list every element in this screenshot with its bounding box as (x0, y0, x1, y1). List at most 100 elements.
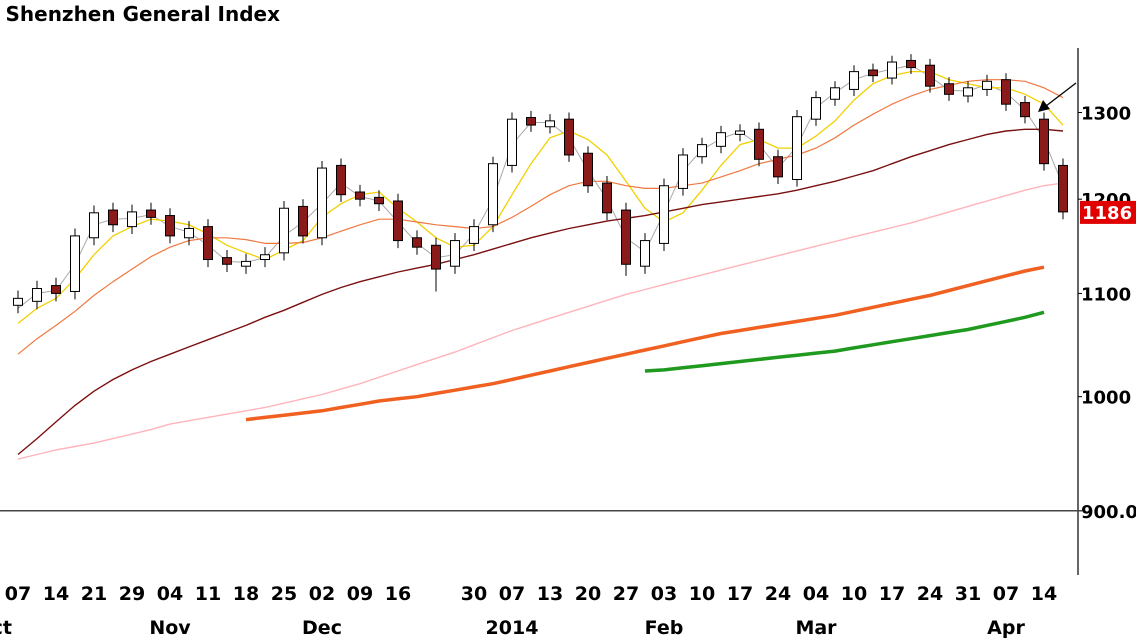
last-price-box (1080, 200, 1136, 224)
moving-average-line (644, 310, 1045, 373)
candle-body (1001, 79, 1011, 105)
candle-body (944, 83, 954, 95)
candle-body (450, 240, 460, 267)
candle-body (184, 227, 194, 239)
candle-body (146, 209, 156, 218)
candle-body (963, 87, 973, 97)
candle-body (868, 69, 878, 77)
candle-body (925, 64, 935, 87)
x-group-label: Dec (302, 617, 342, 639)
x-tick-label: 16 (385, 583, 411, 605)
candle-body (13, 297, 23, 306)
x-tick-label: 24 (917, 583, 943, 605)
candle-body (887, 61, 897, 79)
candle-body (754, 128, 764, 160)
x-tick-label: 21 (81, 583, 107, 605)
x-group-label: Nov (149, 617, 191, 639)
candle-body (659, 185, 669, 244)
arrow-head (1038, 100, 1050, 112)
candle-body (298, 205, 308, 237)
candle-body (336, 164, 346, 196)
candle-body (583, 152, 593, 187)
x-tick-label: 17 (727, 583, 753, 605)
candle-body (51, 285, 61, 294)
candle-body (507, 118, 517, 166)
candle-body (735, 130, 745, 135)
moving-average-line (17, 79, 1064, 355)
candle-body (811, 97, 821, 120)
candle-body (317, 167, 327, 239)
x-tick-label: 03 (651, 583, 677, 605)
candle-body (355, 191, 365, 200)
x-tick-label: 09 (347, 583, 373, 605)
x-tick-label: 31 (955, 583, 981, 605)
x-tick-label: 02 (309, 583, 335, 605)
candle-body (906, 59, 916, 69)
candle-body (488, 163, 498, 226)
moving-average-line (245, 265, 1045, 422)
candle-body (127, 211, 137, 228)
x-tick-label: 11 (195, 583, 221, 605)
x-tick-label: 04 (803, 583, 829, 605)
y-tick-label: 900.0 (1081, 502, 1136, 523)
candle-body (1039, 118, 1049, 165)
moving-average-line (17, 128, 1064, 456)
annotation-arrow (1038, 82, 1077, 112)
candle-body (564, 118, 574, 156)
candle-body (773, 156, 783, 178)
candle-body (1020, 102, 1030, 118)
candle-body (469, 226, 479, 244)
moving-average-line (17, 182, 1064, 460)
last-price-label: 1186 (1082, 203, 1132, 224)
candle-body (260, 254, 270, 261)
candle-body (640, 240, 650, 267)
x-tick-label: 07 (499, 583, 525, 605)
x-tick-label: 07 (5, 583, 31, 605)
candle-body (108, 209, 118, 226)
candle-body (32, 288, 42, 302)
x-group-label: Oct (0, 617, 12, 639)
chart-title: Shenzhen General Index (5, 2, 280, 26)
x-tick-label: 04 (157, 583, 183, 605)
x-group-label: Apr (987, 617, 1025, 639)
candle-body (602, 182, 612, 214)
x-tick-label: 14 (43, 583, 69, 605)
x-tick-label: 20 (575, 583, 601, 605)
candle-body (621, 209, 631, 265)
candle-body (374, 196, 384, 205)
candle-body (1058, 164, 1068, 213)
candle-body (716, 132, 726, 147)
candle-body (792, 116, 802, 181)
candle-body (526, 117, 536, 126)
moving-average-line (17, 64, 1064, 309)
x-group-label: Mar (795, 617, 837, 639)
arrow-shaft (1045, 82, 1077, 107)
y-tick-label: 1100 (1081, 284, 1131, 305)
candle-body (70, 235, 80, 292)
moving-average-line (17, 70, 1064, 324)
candle-body (830, 87, 840, 100)
x-tick-label: 07 (993, 583, 1019, 605)
x-tick-label: 29 (119, 583, 145, 605)
candle-body (412, 237, 422, 248)
x-tick-label: 25 (271, 583, 297, 605)
x-tick-label: 10 (689, 583, 715, 605)
x-tick-label: 10 (841, 583, 867, 605)
x-group-label: 2014 (486, 617, 539, 639)
candle-body (545, 120, 555, 128)
x-tick-label: 17 (879, 583, 905, 605)
candle-body (849, 71, 859, 90)
candle-body (89, 212, 99, 239)
y-tick-label: 1000 (1081, 388, 1131, 409)
candle-body (697, 144, 707, 158)
x-tick-label: 24 (765, 583, 791, 605)
y-tick-label: 1300 (1081, 103, 1131, 124)
candle-body (165, 215, 175, 237)
candle-body (279, 207, 289, 254)
candle-body (678, 154, 688, 189)
candle-body (393, 200, 403, 242)
x-tick-label: 13 (537, 583, 563, 605)
candle-body (241, 260, 251, 267)
candle-body (431, 244, 441, 270)
